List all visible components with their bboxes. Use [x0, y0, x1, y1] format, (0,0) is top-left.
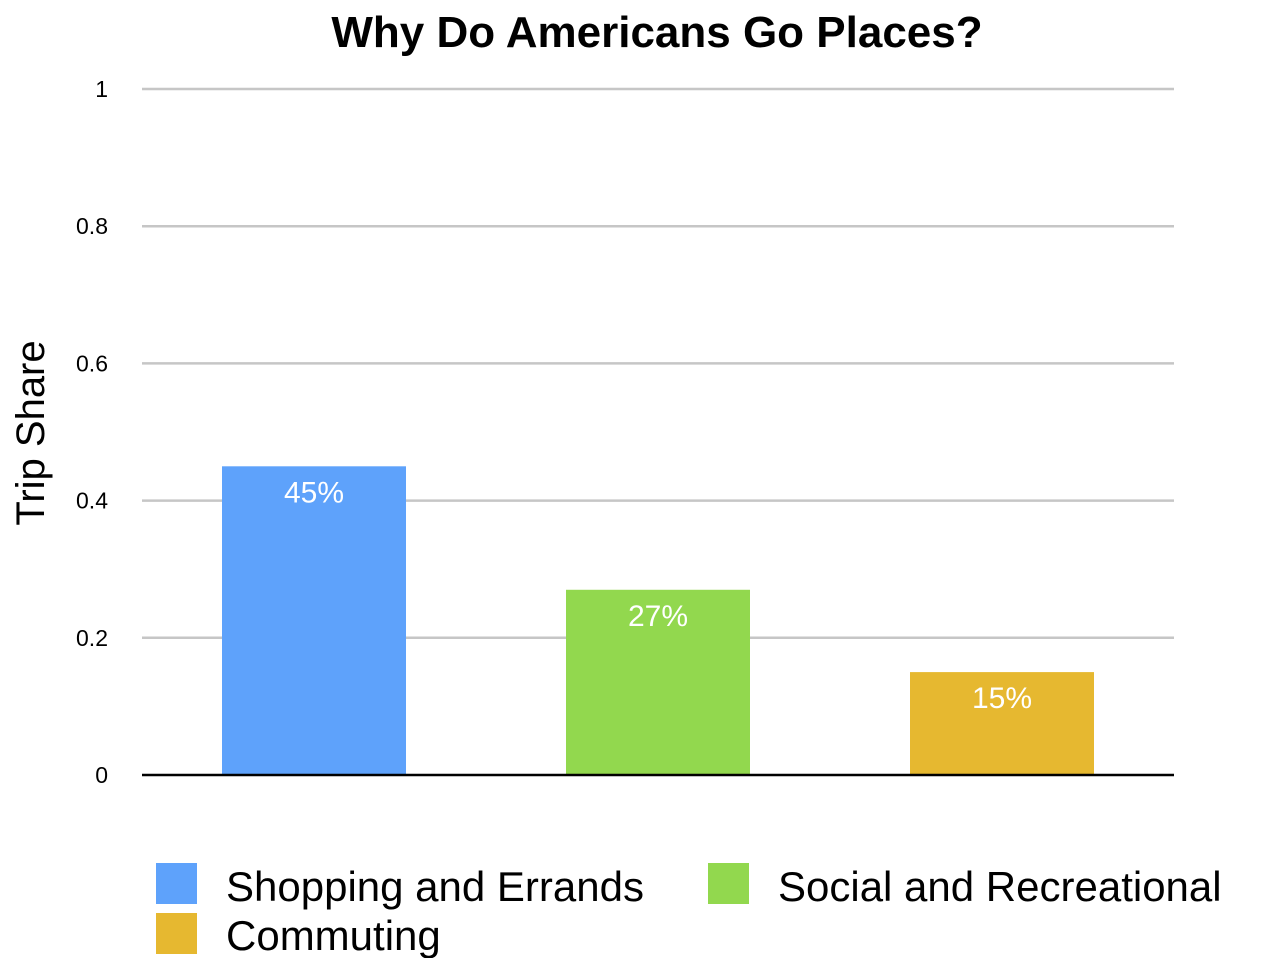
bar	[222, 466, 406, 775]
legend-swatch	[708, 863, 749, 904]
chart-title: Why Do Americans Go Places?	[331, 8, 982, 57]
bar-data-label: 27%	[628, 600, 688, 633]
y-axis-label: Trip Share	[9, 340, 53, 525]
bars: 45% 27% 15%	[222, 466, 1094, 775]
bar-data-label: 45%	[284, 476, 344, 509]
y-axis-ticks: 0 0.2 0.4 0.6 0.8 1	[76, 76, 108, 788]
bar-data-label: 15%	[972, 682, 1032, 715]
legend-label: Social and Recreational	[778, 863, 1222, 910]
legend-label: Shopping and Errands	[226, 863, 644, 910]
legend-swatch	[156, 913, 197, 954]
legend-label: Commuting	[226, 912, 441, 958]
y-tick-label: 0.6	[76, 350, 108, 376]
legend: Shopping and Errands Social and Recreatio…	[156, 863, 1222, 958]
y-tick-label: 0	[95, 762, 108, 788]
y-tick-label: 0.2	[76, 625, 108, 651]
y-tick-label: 1	[95, 76, 108, 102]
y-tick-label: 0.8	[76, 213, 108, 239]
bar	[910, 672, 1094, 775]
legend-swatch	[156, 863, 197, 904]
bar	[566, 589, 750, 775]
y-tick-label: 0.4	[76, 488, 108, 514]
